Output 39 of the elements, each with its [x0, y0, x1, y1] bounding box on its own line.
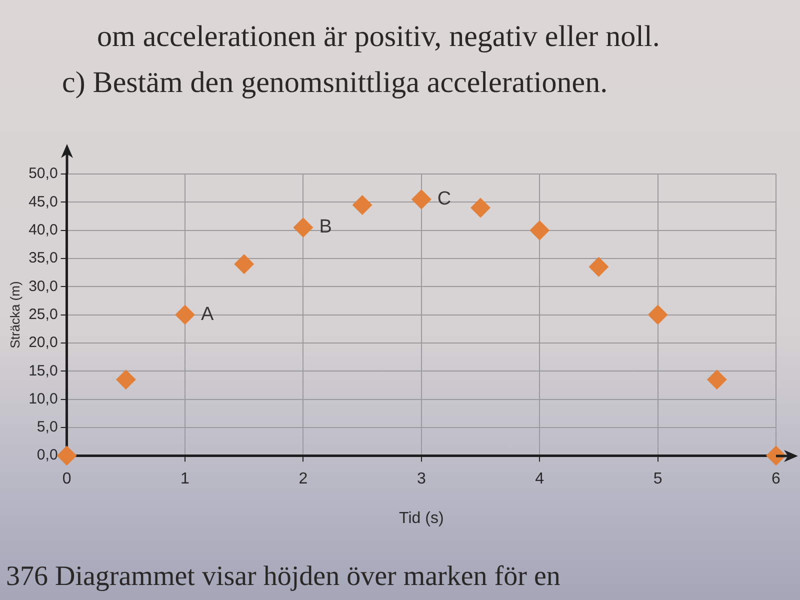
x-tick-label: 1 [180, 470, 190, 488]
y-tick-label: 25,0 [28, 306, 58, 323]
point [411, 189, 432, 210]
y-axis-title: Sträcka (m) [7, 281, 22, 348]
annotation: B [319, 216, 332, 238]
y-tick-label: 15,0 [28, 362, 58, 380]
point [352, 194, 372, 215]
y-tick-label: 30,0 [28, 278, 58, 295]
x-tick-label: 2 [298, 470, 308, 488]
point [470, 198, 490, 218]
point [116, 370, 136, 390]
y-tick-label: 0,0 [36, 446, 58, 464]
text: 376 Diagrammet visar höjden över marken för en [6, 560, 560, 594]
point [234, 254, 254, 274]
point [766, 446, 786, 466]
y-tick-label: 40,0 [28, 221, 58, 238]
point [293, 218, 314, 238]
point [648, 304, 668, 325]
x-axis-title: Tid (s) [399, 510, 444, 527]
x-tick-label: 0 [62, 470, 72, 488]
point [706, 370, 727, 390]
point [56, 446, 77, 466]
x-tick-label: 5 [653, 470, 662, 488]
y-tick-label: 50,0 [28, 165, 58, 182]
annotation: C [437, 188, 452, 210]
y-tick-label: 35,0 [28, 250, 58, 267]
y-tick-label: 10,0 [28, 390, 58, 408]
text: c) Bestäm den genomsnittliga accelerationen. [62, 65, 609, 101]
annotation: A [200, 304, 214, 326]
point [588, 256, 609, 277]
point [174, 304, 195, 325]
y-tick-label: 20,0 [28, 334, 58, 352]
x-tick-label: 6 [772, 470, 781, 488]
x-tick-label: 3 [416, 470, 426, 488]
point [530, 220, 550, 240]
text: om accelerationen är positiv, negativ eller noll. [96, 19, 661, 55]
y-tick-label: 5,0 [36, 418, 58, 436]
y-tick-label: 45,0 [28, 193, 58, 210]
x-tick-label: 4 [535, 470, 544, 488]
